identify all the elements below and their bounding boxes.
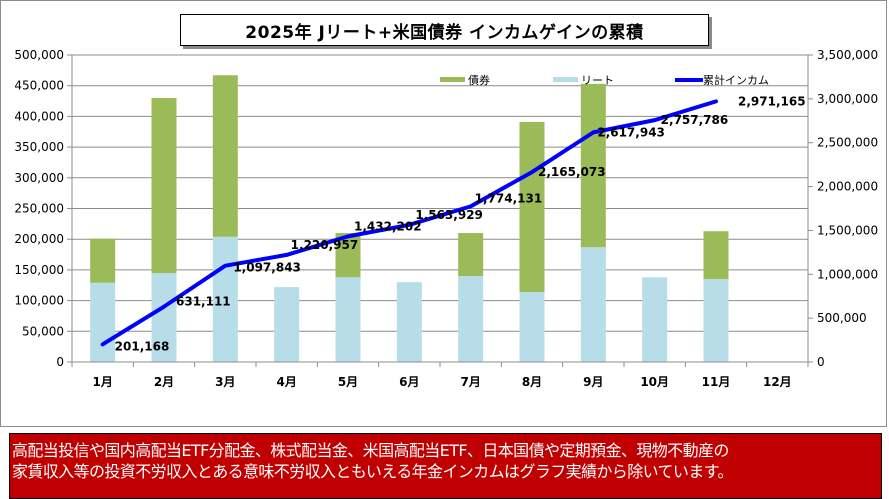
x-axis-label: 2月 xyxy=(154,375,174,389)
data-labels: 201,168 631,111 1,097,843 1,220,957 1,432,20… xyxy=(115,94,806,353)
x-axis-label: 11月 xyxy=(702,375,731,389)
bar-reit xyxy=(703,279,729,362)
left-axis-tick-label: 450,000 xyxy=(14,79,64,93)
legend-swatch xyxy=(440,77,465,82)
cumulative-data-label: 201,168 xyxy=(115,339,170,353)
legend-label: リート xyxy=(581,74,614,87)
bar-bond xyxy=(212,75,238,237)
bar-bond xyxy=(580,83,606,248)
bar-reit xyxy=(212,236,238,362)
cumulative-data-label: 1,097,843 xyxy=(233,261,301,275)
x-axis-label: 1月 xyxy=(92,375,112,389)
left-axis-tick-label: 200,000 xyxy=(14,232,64,246)
bar-bond xyxy=(151,97,177,273)
legend-swatch xyxy=(553,77,578,82)
legend-label: 累計インカム xyxy=(703,73,769,87)
x-axis-label: 5月 xyxy=(338,375,358,389)
bar-reit xyxy=(151,272,177,362)
cumulative-data-label: 2,971,165 xyxy=(738,94,806,108)
left-axis-tick-label: 500,000 xyxy=(14,48,64,62)
x-axis-label: 10月 xyxy=(640,375,669,389)
x-axis-label: 12月 xyxy=(763,375,792,389)
x-axis-label: 4月 xyxy=(276,375,296,389)
note-line-1: 高配当投信や国内高配当ETF分配金、株式配当金、米国高配当ETF、日本国債や定期… xyxy=(12,441,729,460)
bar-reit xyxy=(90,282,116,362)
bar-reit xyxy=(519,292,545,362)
bar-bond xyxy=(703,231,729,280)
right-axis-tick-label: 2,000,000 xyxy=(817,180,878,194)
cumulative-data-label: 2,165,073 xyxy=(538,165,606,179)
exclusion-note: 高配当投信や国内高配当ETF分配金、株式配当金、米国高配当ETF、日本国債や定期… xyxy=(9,433,882,499)
legend-item: 累計インカム xyxy=(675,73,769,87)
bars xyxy=(90,75,729,362)
legend-label: 債券 xyxy=(468,73,490,87)
cumulative-data-label: 2,617,943 xyxy=(597,125,665,139)
left-axis-tick-label: 50,000 xyxy=(22,324,64,338)
right-axis-tick-label: 1,500,000 xyxy=(817,223,878,237)
x-axis-label: 9月 xyxy=(583,375,603,389)
bar-bond xyxy=(519,121,545,293)
legend-item: リート xyxy=(553,74,614,87)
cumulative-data-label: 1,432,202 xyxy=(354,219,422,233)
bar-reit xyxy=(396,282,422,362)
axes: 0 50,000 100,000 150,000 200,000 250,000 300,0… xyxy=(14,48,878,389)
left-axis-tick-label: 150,000 xyxy=(14,263,64,277)
left-axis-tick-label: 300,000 xyxy=(14,171,64,185)
x-axis-label: 8月 xyxy=(522,375,542,389)
cumulative-line-group xyxy=(100,99,718,347)
bar-bond xyxy=(458,233,484,277)
right-axis-tick-label: 500,000 xyxy=(817,311,867,325)
left-axis-tick-label: 400,000 xyxy=(14,109,64,123)
cumulative-data-label: 1,220,957 xyxy=(291,238,359,252)
bar-reit xyxy=(642,277,668,362)
chart-title: 2025年 Jリート+米国債券 インカムゲインの累積 xyxy=(180,14,709,46)
right-axis-tick-label: 1,000,000 xyxy=(817,267,878,281)
right-axis-tick-label: 3,000,000 xyxy=(817,92,878,106)
bar-reit xyxy=(580,247,606,362)
bar-reit xyxy=(335,277,361,362)
cumulative-data-label: 631,111 xyxy=(176,295,231,309)
right-axis-tick-label: 3,500,000 xyxy=(817,48,878,62)
left-axis-tick-label: 350,000 xyxy=(14,140,64,154)
note-line-2: 家賃収入等の投資不労収入とある意味不労収入ともいえる年金インカムはグラフ実績から… xyxy=(12,462,734,481)
bar-bond xyxy=(90,238,116,283)
cumulative-data-label: 2,757,786 xyxy=(661,113,729,127)
left-axis-tick-label: 0 xyxy=(56,355,64,369)
left-axis-tick-label: 250,000 xyxy=(14,202,64,216)
bar-reit xyxy=(274,287,300,362)
legend: 債券 リート 累計インカム xyxy=(440,73,769,87)
right-axis-tick-label: 0 xyxy=(817,355,825,369)
legend-item: 債券 xyxy=(440,73,490,87)
x-axis-label: 3月 xyxy=(215,375,235,389)
grid-lines xyxy=(72,54,808,332)
left-axis-tick-label: 100,000 xyxy=(14,294,64,308)
x-axis-label: 6月 xyxy=(399,375,419,389)
cumulative-data-label: 1,774,131 xyxy=(475,191,543,205)
x-axis-label: 7月 xyxy=(460,375,480,389)
chart-canvas: 0 50,000 100,000 150,000 200,000 250,000 300,0… xyxy=(14,48,878,389)
right-axis-tick-label: 2,500,000 xyxy=(817,136,878,150)
bar-reit xyxy=(458,276,484,362)
cumulative-data-label: 1,563,929 xyxy=(415,208,483,222)
